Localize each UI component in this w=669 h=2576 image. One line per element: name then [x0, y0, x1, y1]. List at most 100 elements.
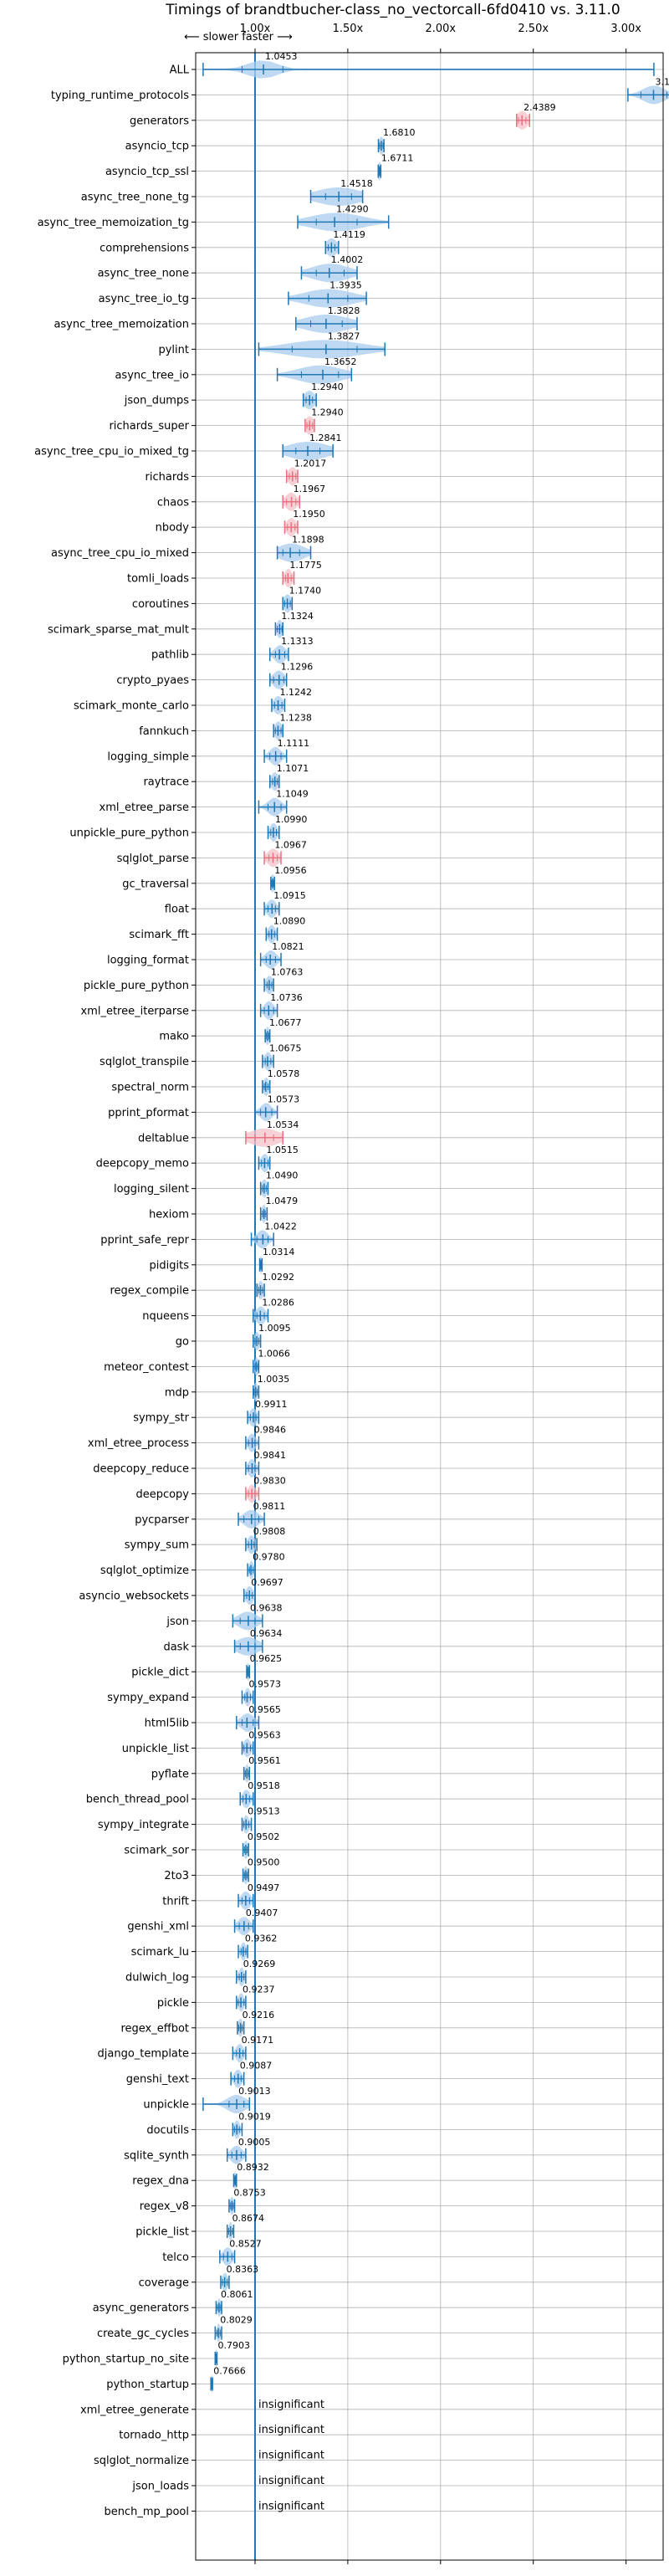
value-label: 0.9808: [253, 1526, 286, 1537]
marks-layer: [202, 53, 669, 2560]
value-label: 0.9500: [248, 1856, 280, 1867]
value-label: 0.9811: [253, 1501, 286, 1512]
benchmark-label: scimark_lu: [131, 1946, 189, 1959]
benchmark-label: sqlglot_optimize: [100, 1565, 189, 1577]
value-label: 0.9216: [243, 2010, 275, 2020]
grid-layer: [192, 49, 663, 2564]
value-label: 1.0890: [273, 916, 306, 927]
benchmark-label: hexiom: [149, 1209, 189, 1221]
value-label: 0.7903: [217, 2340, 250, 2351]
value-label: 0.9638: [250, 1602, 283, 1613]
benchmark-label: 2to3: [164, 1870, 189, 1882]
x-tick-label: 2.00x: [425, 23, 456, 35]
benchmark-label: pickle: [157, 1997, 189, 2010]
benchmark-label: chaos: [157, 496, 189, 509]
value-label: 1.0967: [274, 839, 307, 850]
benchmark-label: richards: [146, 471, 190, 484]
benchmark-label: nbody: [156, 522, 190, 535]
benchmark-label: thrift: [162, 1895, 189, 1908]
benchmark-label: deepcopy: [135, 1488, 189, 1501]
value-label: 1.0677: [269, 1017, 302, 1028]
value-label: 1.0292: [262, 1272, 294, 1283]
benchmark-label: go: [176, 1336, 189, 1349]
value-label: 1.6711: [381, 153, 414, 164]
benchmark-label: pickle_list: [135, 2226, 189, 2239]
value-label: 0.8932: [237, 2162, 269, 2173]
benchmark-label: sqlglot_parse: [117, 853, 189, 865]
value-label: 1.1967: [294, 484, 326, 494]
value-label: 1.0515: [266, 1145, 299, 1155]
value-label: 0.9019: [238, 2111, 271, 2122]
value-label: 1.2841: [309, 433, 342, 443]
x-tick-label: 1.00x: [240, 23, 271, 35]
insignificant-label: insignificant: [258, 2450, 324, 2462]
insignificant-label: insignificant: [258, 2424, 324, 2436]
benchmark-label: pycparser: [135, 1513, 189, 1526]
value-label: 1.2940: [311, 407, 344, 418]
value-label: 1.0095: [258, 1323, 291, 1334]
benchmark-label: crypto_pyaes: [116, 674, 189, 687]
value-label: 3.1482: [656, 76, 669, 87]
value-label: 1.1898: [292, 535, 324, 545]
benchmark-label: comprehensions: [100, 242, 189, 254]
value-label: 1.1238: [279, 712, 312, 723]
insignificant-label: insignificant: [258, 2399, 324, 2411]
value-label: 1.1324: [281, 611, 314, 622]
value-label: 1.0422: [264, 1221, 297, 1232]
value-label: 1.4518: [340, 178, 373, 189]
benchmark-label: genshi_text: [126, 2073, 189, 2086]
value-label: 0.9911: [255, 1399, 288, 1410]
benchmark-label: sqlite_synth: [124, 2149, 189, 2162]
benchmark-label: json_loads: [131, 2481, 189, 2493]
value-label: 1.0675: [269, 1043, 302, 1054]
value-label: 0.9561: [248, 1755, 281, 1766]
benchmark-label: deepcopy_memo: [96, 1158, 189, 1170]
benchmark-label: async_tree_io_tg: [99, 293, 189, 305]
benchmark-label: create_gc_cycles: [97, 2328, 189, 2340]
benchmark-label: logging_silent: [114, 1183, 189, 1196]
benchmark-label: ALL: [170, 64, 190, 77]
value-label: 1.1775: [289, 560, 322, 571]
value-label: 0.9513: [248, 1806, 280, 1817]
benchmark-label: asyncio_websockets: [79, 1590, 189, 1603]
benchmark-label: docutils: [146, 2124, 189, 2137]
benchmark-label: pathlib: [151, 649, 189, 662]
value-label: 1.0763: [271, 966, 304, 977]
value-label: 0.9269: [243, 1959, 276, 1969]
benchmark-label: regex_compile: [110, 1285, 189, 1298]
value-label: 0.9780: [253, 1552, 285, 1563]
value-label: 0.8753: [233, 2188, 266, 2199]
benchmark-label: async_tree_none: [98, 268, 189, 280]
value-label: 1.0479: [266, 1196, 299, 1206]
value-label: 1.4002: [331, 254, 364, 265]
value-label: 1.6810: [383, 127, 416, 138]
benchmark-label: regex_effbot: [120, 2022, 189, 2035]
x-tick-label: 3.00x: [610, 23, 641, 35]
benchmark-label: regex_dna: [132, 2175, 189, 2188]
benchmark-label: coverage: [139, 2276, 189, 2289]
value-label: 0.8527: [229, 2238, 262, 2249]
benchmark-label: async_tree_io: [115, 369, 189, 382]
benchmark-label: float: [165, 904, 189, 916]
value-label: 1.2017: [294, 458, 327, 469]
benchmark-label: dulwich_log: [125, 1972, 189, 1984]
value-label: 1.1740: [289, 585, 322, 596]
benchmark-label: scimark_sparse_mat_mult: [48, 623, 189, 636]
benchmark-label: typing_runtime_protocols: [51, 90, 189, 102]
direction-label: ⟵ slower faster ⟶: [184, 31, 293, 44]
benchmark-label: telco: [162, 2251, 189, 2264]
benchmark-label: unpickle_list: [122, 1743, 189, 1755]
benchmark-label: tomli_loads: [127, 573, 189, 586]
benchmark-label: sympy_integrate: [98, 1819, 189, 1831]
value-label: 0.8674: [232, 2213, 265, 2224]
value-label: 0.9846: [254, 1425, 287, 1436]
benchmark-label: logging_format: [107, 955, 189, 967]
value-label: 1.0534: [267, 1119, 299, 1130]
benchmark-label: sqlglot_normalize: [94, 2455, 189, 2467]
benchmark-label: mako: [159, 1031, 189, 1043]
benchmark-label: meteor_contest: [104, 1361, 189, 1374]
benchmark-label: nqueens: [142, 1310, 189, 1323]
value-label: 1.1111: [278, 738, 310, 749]
insignificant-label: insignificant: [258, 2500, 324, 2512]
value-label: 1.0573: [268, 1093, 300, 1104]
